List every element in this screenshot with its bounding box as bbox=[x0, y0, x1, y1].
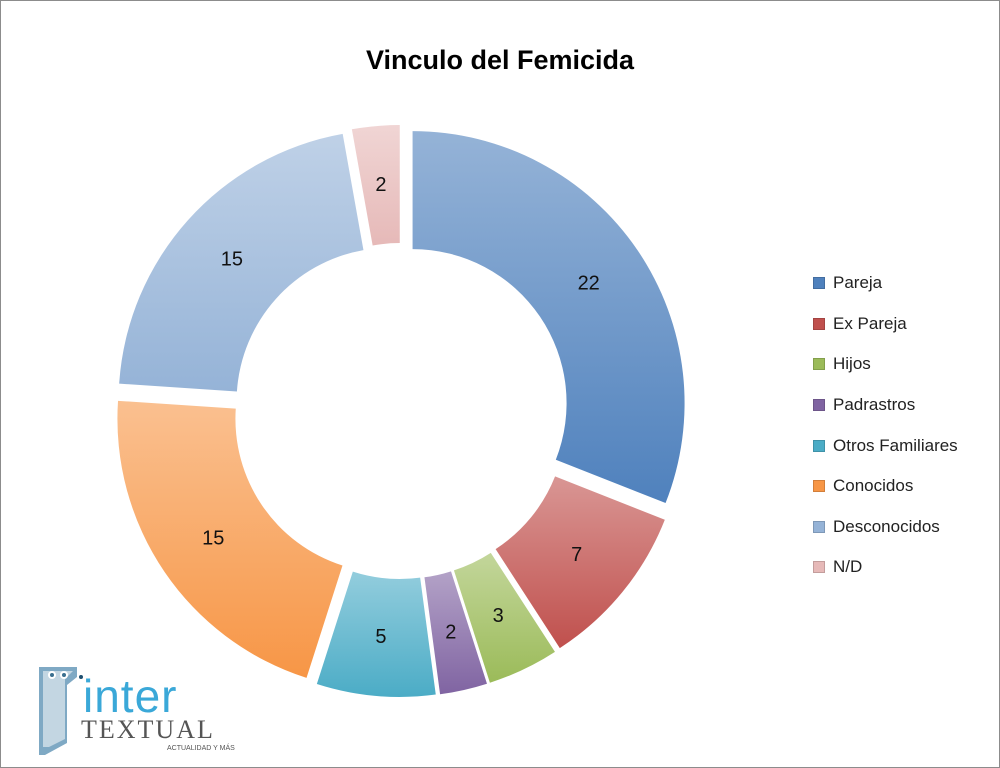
logo-subtitle: TEXTUAL bbox=[81, 715, 215, 744]
legend-item: N/D bbox=[813, 547, 958, 588]
chart-title: Vinculo del Femicida bbox=[365, 45, 635, 75]
legend-item: Ex Pareja bbox=[813, 304, 958, 345]
data-label: 5 bbox=[375, 626, 386, 648]
legend-label: Otros Familiares bbox=[833, 435, 958, 455]
legend-label: Conocidos bbox=[833, 476, 914, 496]
legend-label: Desconocidos bbox=[833, 516, 940, 536]
data-label: 7 bbox=[571, 544, 582, 566]
logo-tagline: ACTUALIDAD Y MÁS bbox=[167, 745, 235, 752]
logo-wordmark: inter bbox=[83, 670, 178, 722]
legend-item: Pareja bbox=[813, 263, 958, 304]
legend-swatch bbox=[813, 399, 825, 412]
legend-item: Desconocidos bbox=[813, 507, 958, 548]
legend-swatch bbox=[813, 317, 825, 330]
donut-slice-pareja bbox=[412, 131, 685, 504]
legend-label: N/D bbox=[833, 557, 863, 577]
legend-label: Pareja bbox=[833, 273, 883, 293]
legend-item: Otros Familiares bbox=[813, 425, 958, 466]
legend-swatch bbox=[813, 277, 825, 290]
donut-slice-ex-pareja bbox=[495, 476, 665, 649]
data-label: 15 bbox=[202, 528, 224, 550]
legend-item: Conocidos bbox=[813, 466, 958, 507]
legend-label: Ex Pareja bbox=[833, 313, 907, 333]
legend-item: Hijos bbox=[813, 344, 958, 385]
donut-slice-desconocidos bbox=[119, 133, 364, 392]
donut-slice-conocidos bbox=[117, 400, 343, 678]
data-label: 2 bbox=[445, 621, 456, 643]
intertextual-logo: inter TEXTUAL ACTUALIDAD Y MÁS bbox=[37, 663, 237, 759]
legend-swatch bbox=[813, 358, 825, 371]
legend-label: Hijos bbox=[833, 354, 871, 374]
donut-slice-padrastros bbox=[424, 571, 487, 695]
data-label: 3 bbox=[493, 605, 504, 627]
data-label: 2 bbox=[375, 174, 386, 196]
donut-slice-n-d bbox=[351, 125, 400, 246]
data-label: 15 bbox=[221, 249, 243, 271]
legend-label: Padrastros bbox=[833, 395, 916, 415]
donut-slice-otros-familiares bbox=[316, 571, 436, 697]
legend-item: Padrastros bbox=[813, 385, 958, 426]
legend-swatch bbox=[813, 439, 825, 452]
legend-swatch bbox=[813, 520, 825, 533]
chart-legend: Pareja Ex Pareja Hijos Padrastros Otros Fami… bbox=[813, 263, 958, 588]
donut-slice-hijos bbox=[453, 552, 555, 683]
legend-swatch bbox=[813, 480, 825, 493]
data-label: 22 bbox=[578, 272, 600, 294]
legend-swatch bbox=[813, 561, 825, 574]
owl-icon bbox=[39, 667, 83, 755]
